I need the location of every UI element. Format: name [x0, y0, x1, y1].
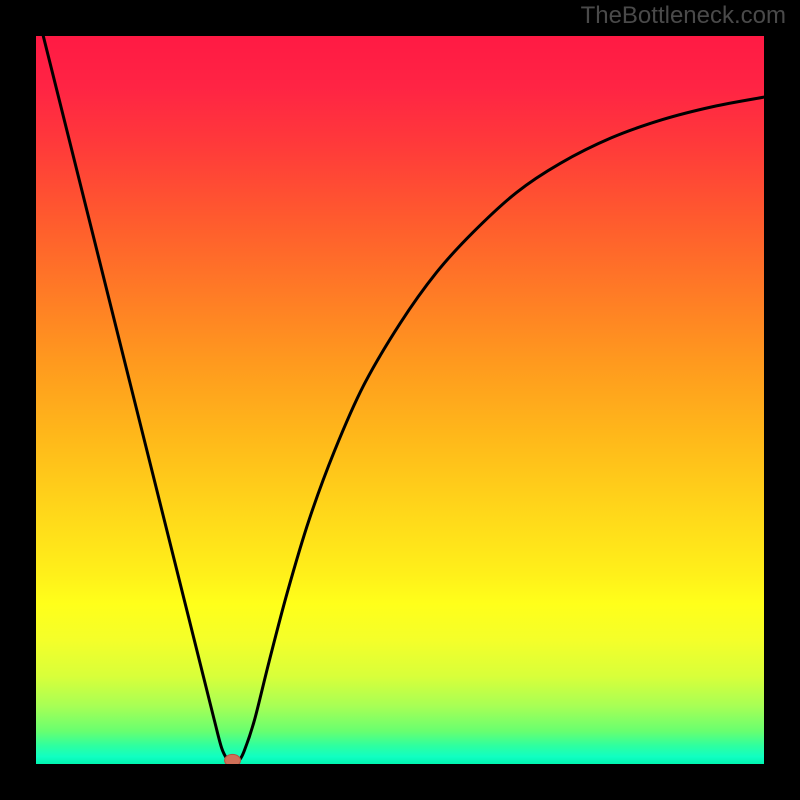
bottleneck-chart — [36, 36, 764, 764]
chart-background — [36, 36, 764, 764]
chart-container: { "watermark": "TheBottleneck.com", "cha… — [0, 0, 800, 800]
minimum-marker — [225, 754, 241, 764]
watermark-text: TheBottleneck.com — [581, 2, 786, 30]
